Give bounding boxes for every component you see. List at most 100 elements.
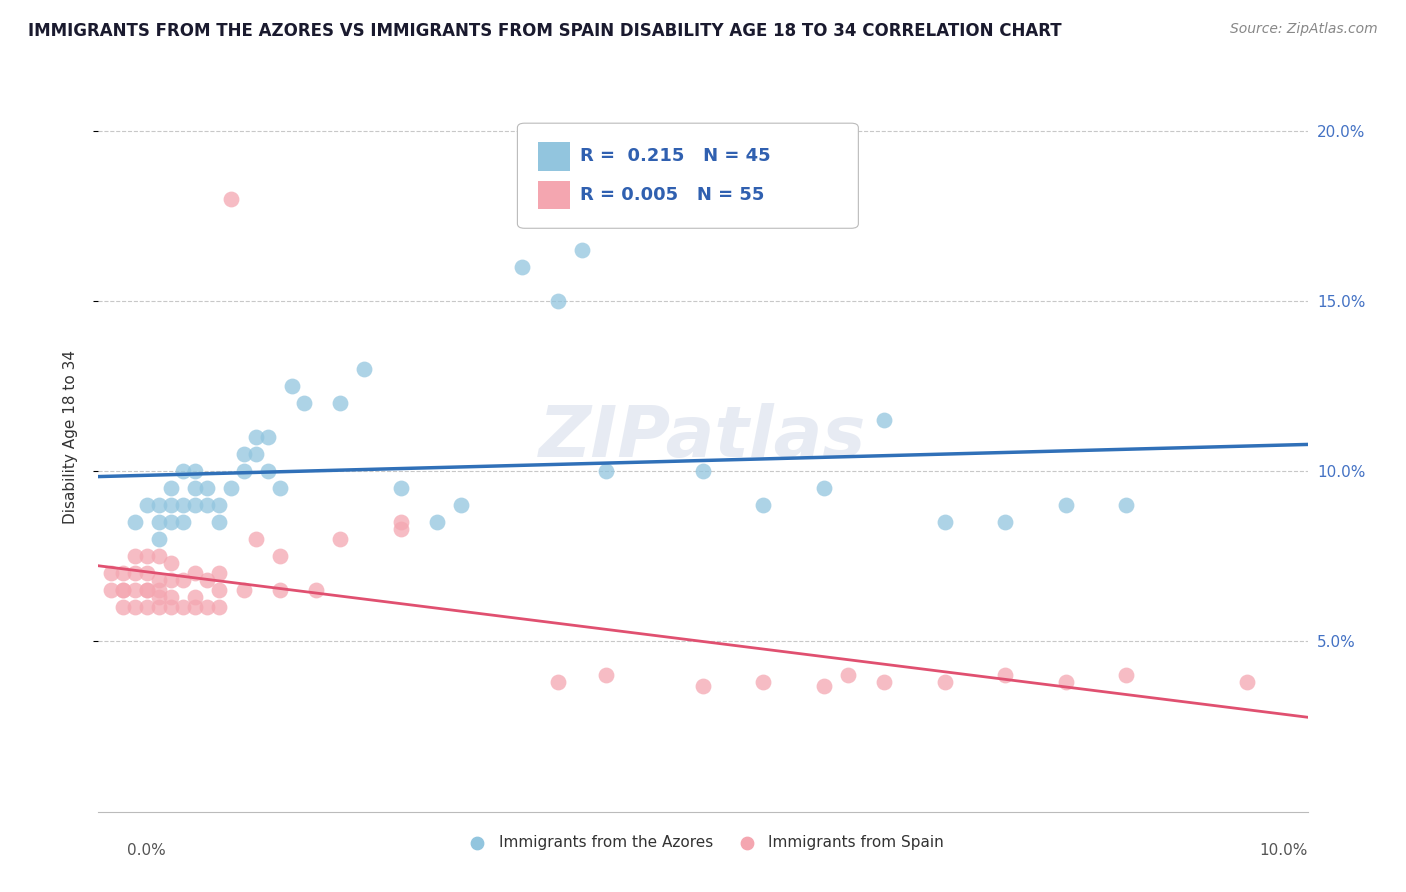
Point bbox=[208, 600, 231, 615]
Point bbox=[752, 675, 775, 690]
Point bbox=[148, 549, 170, 564]
Text: ZIPatlas: ZIPatlas bbox=[540, 402, 866, 472]
Point bbox=[426, 515, 449, 529]
Point bbox=[1115, 668, 1137, 682]
Point bbox=[994, 668, 1017, 682]
Point bbox=[692, 679, 714, 693]
Point bbox=[595, 464, 617, 478]
Point bbox=[135, 566, 157, 581]
Point bbox=[160, 556, 183, 570]
Point bbox=[160, 573, 183, 587]
Point bbox=[148, 515, 170, 529]
Point bbox=[269, 549, 291, 564]
Point bbox=[510, 260, 533, 274]
Point bbox=[329, 533, 352, 547]
Point bbox=[111, 583, 134, 598]
Point bbox=[160, 515, 183, 529]
Point bbox=[184, 498, 207, 512]
Point bbox=[124, 515, 146, 529]
Point bbox=[124, 600, 146, 615]
Point bbox=[837, 668, 859, 682]
Point bbox=[148, 600, 170, 615]
Text: 0.0%: 0.0% bbox=[127, 843, 166, 858]
Point bbox=[873, 675, 896, 690]
Point bbox=[124, 566, 146, 581]
Point bbox=[135, 600, 157, 615]
Point bbox=[269, 583, 291, 598]
Point bbox=[111, 583, 134, 598]
Point bbox=[184, 590, 207, 604]
Point bbox=[353, 362, 375, 376]
Point bbox=[571, 243, 593, 257]
Point bbox=[184, 600, 207, 615]
Point bbox=[208, 515, 231, 529]
Point bbox=[1054, 675, 1077, 690]
Point bbox=[1236, 675, 1258, 690]
Point bbox=[172, 600, 194, 615]
Point bbox=[160, 481, 183, 495]
Point bbox=[135, 549, 157, 564]
Text: 10.0%: 10.0% bbox=[1260, 843, 1308, 858]
Point bbox=[100, 583, 122, 598]
Point bbox=[221, 481, 243, 495]
Point bbox=[160, 600, 183, 615]
Point bbox=[813, 481, 835, 495]
Point bbox=[135, 583, 157, 598]
Point bbox=[160, 498, 183, 512]
Point bbox=[148, 498, 170, 512]
Point bbox=[245, 430, 267, 444]
Legend: Immigrants from the Azores, Immigrants from Spain: Immigrants from the Azores, Immigrants f… bbox=[456, 830, 950, 856]
Point bbox=[195, 600, 218, 615]
Text: Source: ZipAtlas.com: Source: ZipAtlas.com bbox=[1230, 22, 1378, 37]
Point bbox=[208, 498, 231, 512]
Point bbox=[389, 481, 412, 495]
Point bbox=[256, 464, 278, 478]
Point bbox=[934, 515, 956, 529]
Point bbox=[135, 498, 157, 512]
Point bbox=[184, 566, 207, 581]
Point bbox=[148, 533, 170, 547]
Point bbox=[184, 464, 207, 478]
Point bbox=[111, 600, 134, 615]
Text: IMMIGRANTS FROM THE AZORES VS IMMIGRANTS FROM SPAIN DISABILITY AGE 18 TO 34 CORR: IMMIGRANTS FROM THE AZORES VS IMMIGRANTS… bbox=[28, 22, 1062, 40]
Point bbox=[195, 498, 218, 512]
Point bbox=[389, 522, 412, 536]
Point bbox=[195, 573, 218, 587]
Point bbox=[172, 515, 194, 529]
Point bbox=[292, 396, 315, 410]
Point bbox=[208, 566, 231, 581]
Point bbox=[221, 192, 243, 206]
Point bbox=[232, 464, 254, 478]
Point bbox=[547, 293, 569, 308]
Point bbox=[160, 590, 183, 604]
Point bbox=[135, 583, 157, 598]
Point bbox=[1054, 498, 1077, 512]
Text: R = 0.005   N = 55: R = 0.005 N = 55 bbox=[581, 186, 765, 204]
Point bbox=[305, 583, 328, 598]
Point bbox=[752, 498, 775, 512]
Point bbox=[172, 573, 194, 587]
Point bbox=[813, 679, 835, 693]
Point bbox=[148, 573, 170, 587]
Text: R =  0.215   N = 45: R = 0.215 N = 45 bbox=[581, 147, 770, 166]
Point bbox=[148, 583, 170, 598]
Point bbox=[389, 515, 412, 529]
Point bbox=[873, 413, 896, 427]
Y-axis label: Disability Age 18 to 34: Disability Age 18 to 34 bbox=[63, 350, 77, 524]
Point bbox=[232, 447, 254, 461]
Point bbox=[245, 533, 267, 547]
Point bbox=[329, 396, 352, 410]
Point bbox=[1115, 498, 1137, 512]
Point bbox=[256, 430, 278, 444]
Point bbox=[269, 481, 291, 495]
Point bbox=[595, 668, 617, 682]
Point bbox=[124, 583, 146, 598]
Point bbox=[184, 481, 207, 495]
Point bbox=[281, 379, 304, 393]
Point bbox=[232, 583, 254, 598]
Point bbox=[172, 464, 194, 478]
Point bbox=[195, 481, 218, 495]
Point bbox=[245, 447, 267, 461]
Point bbox=[124, 549, 146, 564]
Point bbox=[100, 566, 122, 581]
